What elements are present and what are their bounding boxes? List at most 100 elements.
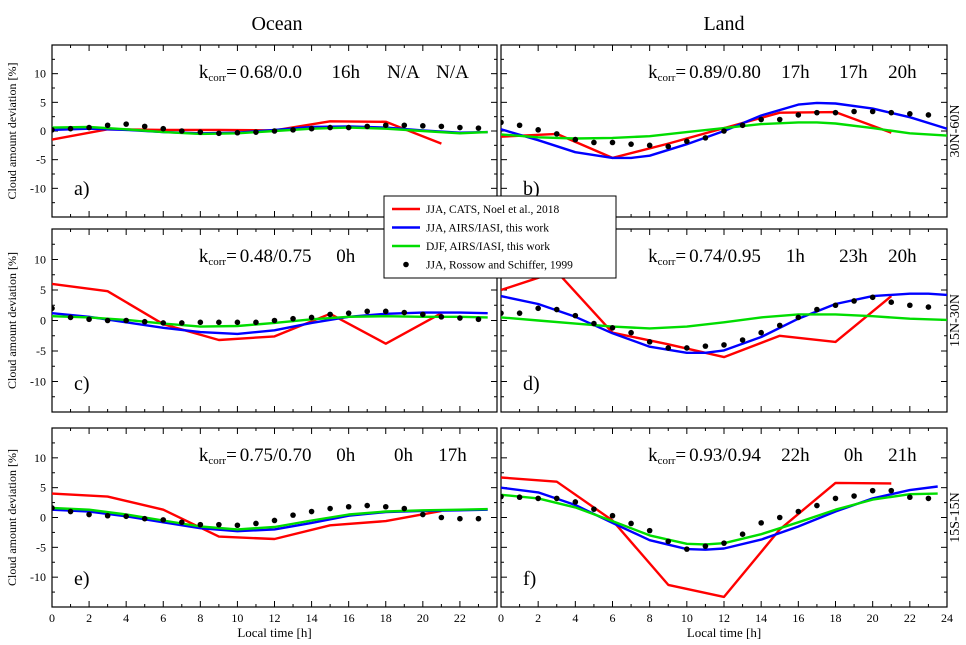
rossow-data-point [501,119,504,126]
rossow-data-point [888,487,895,494]
rossow-data-point [364,308,371,315]
rossow-data-point [475,515,482,522]
y-tick-label: 10 [34,253,46,267]
rossow-data-point [364,502,371,509]
rossow-data-point [888,299,895,306]
rossow-data-point [869,108,876,115]
rossow-data-point [721,342,727,348]
rossow-data-point [925,495,932,502]
peak-time-label: 0h [336,445,356,466]
rossow-data-point [851,298,857,304]
rossow-data-point [739,531,746,538]
rossow-data-point [197,521,204,528]
rossow-data-point [216,521,222,528]
x-tick-label: 10 [231,611,243,625]
x-tick-label: 2 [535,611,541,625]
rossow-data-point [160,320,167,326]
x-axis-label: Local time [h] [237,625,311,640]
rossow-data-point [665,345,672,351]
legend: JJA, CATS, Noel et al., 2018 JJA, AIRS/IA… [383,195,617,279]
rossow-data-point [457,515,463,522]
rossow-data-point [364,123,371,130]
rossow-data-point [501,310,504,316]
rossow-data-point [271,128,278,134]
rossow-data-point [721,128,727,134]
panel-data [501,476,938,599]
rossow-data-point [234,129,241,136]
rossow-data-point [591,506,597,512]
kcorr-label: kcorr= 0.68/0.0 [199,62,302,84]
panel-data [52,282,488,345]
x-tick-label: 16 [792,611,804,625]
rossow-data-point [814,306,820,313]
rossow-data-point [572,499,579,505]
rossow-data-point [438,314,445,320]
panel-data [501,270,947,359]
kcorr-value: 0.68/0.0 [240,62,302,83]
peak-time-label: 20h [888,62,917,83]
rossow-data-point [253,319,259,326]
rossow-data-point [438,123,445,130]
rossow-data-point [776,322,783,329]
airs-jja-series-line [501,485,938,551]
rossow-data-point [832,495,839,502]
rossow-data-point [869,294,876,301]
rossow-data-point [475,316,482,323]
rossow-data-point [758,329,764,336]
kcorr-label: kcorr= 0.89/0.80 [648,62,761,84]
kcorr-subscript: corr [208,256,226,268]
y-tick-label: 5 [40,481,46,495]
rossow-data-point [758,520,764,526]
rossow-data-point [104,317,111,324]
panel-letter: a) [74,178,90,200]
rossow-data-point [438,514,445,521]
y-tick-label: -5 [36,540,46,554]
kcorr-symbol: k [199,62,209,83]
rossow-data-point [86,316,92,323]
kcorr-subscript: corr [658,455,676,467]
x-tick-label: 16 [343,611,355,625]
rossow-data-point [609,512,616,519]
x-tick-label: 4 [572,611,578,625]
cats-series-line [52,282,442,345]
x-tick-label: 20 [867,611,879,625]
row-label: 30N-60N [948,105,963,158]
panel-letter: f) [523,568,536,590]
legend-entry-label: DJF, AIRS/IASI, this work [426,241,550,253]
y-axis-label: Cloud amount deviation [%] [5,63,19,200]
rossow-data-point [572,136,579,143]
x-tick-label: 0 [498,611,504,625]
rossow-data-point [67,508,74,515]
kcorr-symbol: k [648,62,658,83]
column-title-ocean: Ocean [251,13,302,35]
rossow-data-point [795,314,802,321]
legend-entry-label: JJA, CATS, Noel et al., 2018 [426,204,559,216]
rossow-data-point [197,319,204,326]
panel-letter: b) [523,178,540,200]
kcorr-label: kcorr= 0.74/0.95 [648,246,761,268]
rossow-data-point [628,520,634,527]
rossow-data-point [832,109,839,116]
rossow-data-point [327,311,333,318]
rossow-data-point [888,109,895,116]
rossow-data-point [609,139,616,146]
peak-time-label: 16h [331,62,360,83]
rossow-data-point [345,124,352,131]
rossow-data-point [851,493,857,499]
rossow-data-point [290,315,296,322]
y-tick-label: 5 [40,283,46,297]
rossow-data-point [52,305,55,312]
rossow-data-point [401,309,408,316]
rossow-data-point [795,112,802,118]
kcorr-value: 0.89/0.80 [689,62,761,83]
rossow-data-point [907,494,913,501]
rossow-data-point [67,125,74,132]
rossow-data-point [776,514,783,521]
rossow-data-point [160,517,167,523]
y-tick-label: 0 [40,511,46,525]
rossow-data-point [123,121,129,127]
rossow-data-point [851,108,857,115]
column-title-land: Land [703,13,744,35]
